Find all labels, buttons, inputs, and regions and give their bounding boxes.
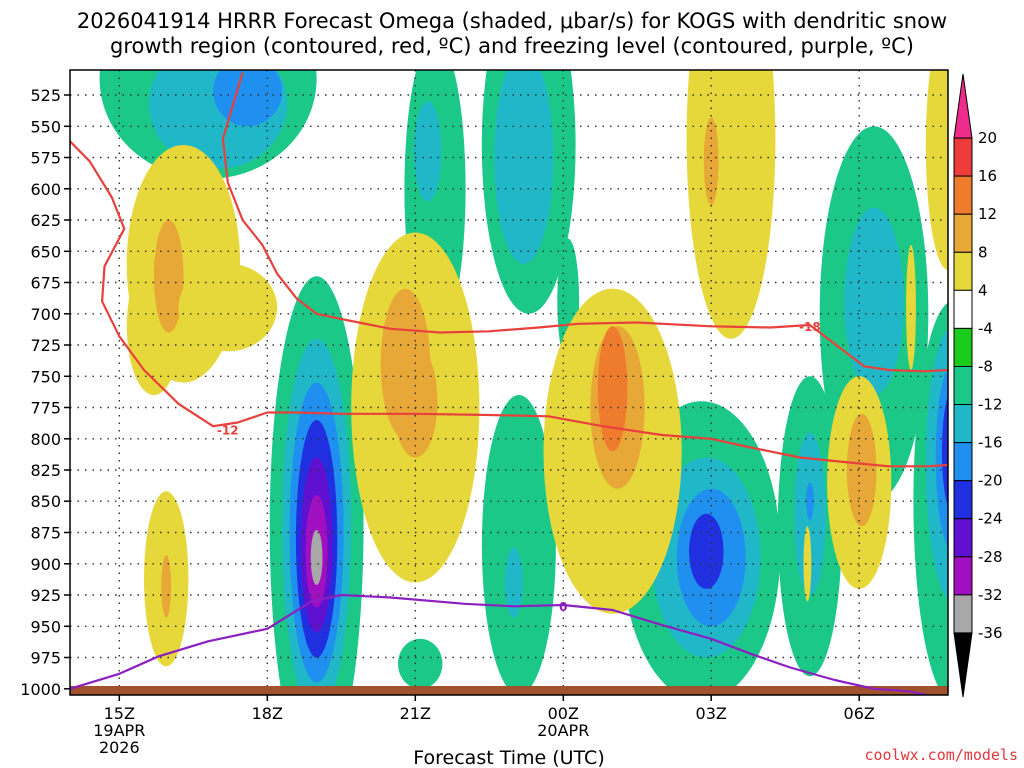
y-tick-label-875: 875 — [30, 524, 61, 543]
colorbar-label-7: -12 — [978, 396, 1003, 414]
omega-region-4 — [413, 101, 442, 202]
x-tick-label-18Z: 18Z — [252, 704, 283, 723]
y-tick-label-675: 675 — [30, 274, 61, 293]
colorbar-bin-4 — [953, 251, 973, 291]
y-tick-label-950: 950 — [30, 617, 61, 636]
omega-region-16 — [310, 530, 323, 585]
freezing-level-contour-label: 0 — [559, 600, 567, 614]
omega-region-49 — [925, 70, 948, 270]
y-tick-label-700: 700 — [30, 305, 61, 324]
dgz-contour-label-1: -18 — [799, 320, 821, 334]
colorbar-label-10: -24 — [978, 510, 1003, 528]
colorbar-bin-7 — [953, 366, 973, 406]
colorbar-label-5: -4 — [978, 319, 993, 337]
colorbar-label-8: -16 — [978, 434, 1003, 452]
omega-region-19 — [398, 638, 443, 689]
colorbar-bin-6 — [953, 327, 973, 367]
omega-region-2 — [213, 70, 283, 127]
x-axis-title: Forecast Time (UTC) — [413, 747, 604, 768]
omega-region-23 — [689, 513, 724, 589]
omega-region-36 — [161, 555, 172, 618]
colorbar: 20 16 12 8 4 -4 -8 -12 -16 -20 -24 -28 -32 -36 — [953, 73, 1003, 698]
omega-region-37 — [178, 263, 278, 352]
colorbar-bin-2 — [953, 175, 973, 215]
y-tick-label-550: 550 — [30, 117, 61, 136]
x-tick-label-15Z: 15Z — [104, 704, 135, 723]
y-tick-label-825: 825 — [30, 461, 61, 480]
x-tick-label-00Z: 00Z — [548, 704, 579, 723]
colorbar-bin-13 — [953, 594, 973, 634]
omega-region-50 — [906, 245, 916, 370]
y-tick-label-900: 900 — [30, 555, 61, 574]
y-tick-label-650: 650 — [30, 242, 61, 261]
omega-region-18 — [505, 547, 523, 618]
colorbar-label-9: -20 — [978, 472, 1003, 490]
colorbar-bin-0 — [953, 73, 973, 139]
omega-region-44 — [597, 326, 628, 452]
y-tick-label-975: 975 — [30, 649, 61, 668]
y-tick-label-850: 850 — [30, 492, 61, 511]
plot-frame — [69, 69, 949, 696]
dgz-contour-line-0 — [70, 140, 948, 468]
chart-title-line-2: growth region (contoured, red, ºC) and f… — [110, 34, 914, 58]
omega-region-26 — [806, 482, 814, 520]
colorbar-label-0: 20 — [978, 129, 997, 147]
site-credit: coolwx.com/models — [864, 746, 1018, 764]
dgz-contour-label-0: -12 — [217, 424, 239, 438]
x-tick-label-21Z: 21Z — [400, 704, 431, 723]
ground-surface-bar — [70, 686, 948, 695]
omega-region-17 — [481, 395, 556, 695]
colorbar-label-1: 16 — [978, 167, 997, 185]
colorbar-bin-12 — [953, 556, 973, 596]
omega-region-51 — [803, 526, 812, 602]
colorbar-bin-11 — [953, 518, 973, 558]
y-tick-label-800: 800 — [30, 430, 61, 449]
colorbar-label-3: 8 — [978, 243, 988, 261]
plot-area — [70, 70, 948, 695]
freezing-level-contour-line — [70, 593, 933, 695]
colorbar-bin-3 — [953, 213, 973, 253]
x-tick-date-00Z: 20APR — [537, 721, 589, 740]
colorbar-label-12: -32 — [978, 586, 1003, 604]
colorbar-bin-9 — [953, 442, 973, 482]
y-tick-label-625: 625 — [30, 211, 61, 230]
colorbar-label-2: 12 — [978, 205, 997, 223]
y-tick-label-775: 775 — [30, 399, 61, 418]
contour-lines — [70, 72, 948, 695]
x-tick-label-06Z: 06Z — [844, 704, 875, 723]
colorbar-bin-8 — [953, 404, 973, 444]
x-tick-label-03Z: 03Z — [696, 704, 727, 723]
contour-labels: -12 -18 0 — [217, 320, 821, 614]
omega-region-34 — [153, 219, 184, 333]
colorbar-bin-1 — [953, 137, 973, 177]
omega-region-6 — [494, 70, 554, 264]
omega-region-48 — [846, 413, 877, 527]
chart-title-line-1: 2026041914 HRRR Forecast Omega (shaded, … — [77, 9, 947, 33]
colorbar-bin-14 — [953, 632, 973, 698]
colorbar-bin-10 — [953, 480, 973, 520]
dgz-contour-line-1 — [221, 72, 948, 373]
omega-region-30 — [942, 395, 948, 508]
y-tick-label-1000: 1000 — [20, 680, 61, 699]
y-tick-label-925: 925 — [30, 586, 61, 605]
y-tick-label-600: 600 — [30, 180, 61, 199]
colorbar-label-4: 4 — [978, 281, 988, 299]
colorbar-bin-5 — [953, 289, 973, 329]
y-tick-label-750: 750 — [30, 367, 61, 386]
x-tick-date-15Z: 19APR — [93, 721, 145, 740]
y-tick-label-725: 725 — [30, 336, 61, 355]
y-tick-label-575: 575 — [30, 149, 61, 168]
colorbar-label-6: -8 — [978, 358, 993, 376]
colorbar-label-13: -36 — [978, 624, 1003, 642]
axes: 525 550 575 600 625 650 675 700 725 750 775 800 825 8… — [20, 86, 875, 757]
y-tick-label-525: 525 — [30, 86, 61, 105]
x-tick-year-15Z: 2026 — [99, 738, 140, 757]
colorbar-label-11: -28 — [978, 548, 1003, 566]
